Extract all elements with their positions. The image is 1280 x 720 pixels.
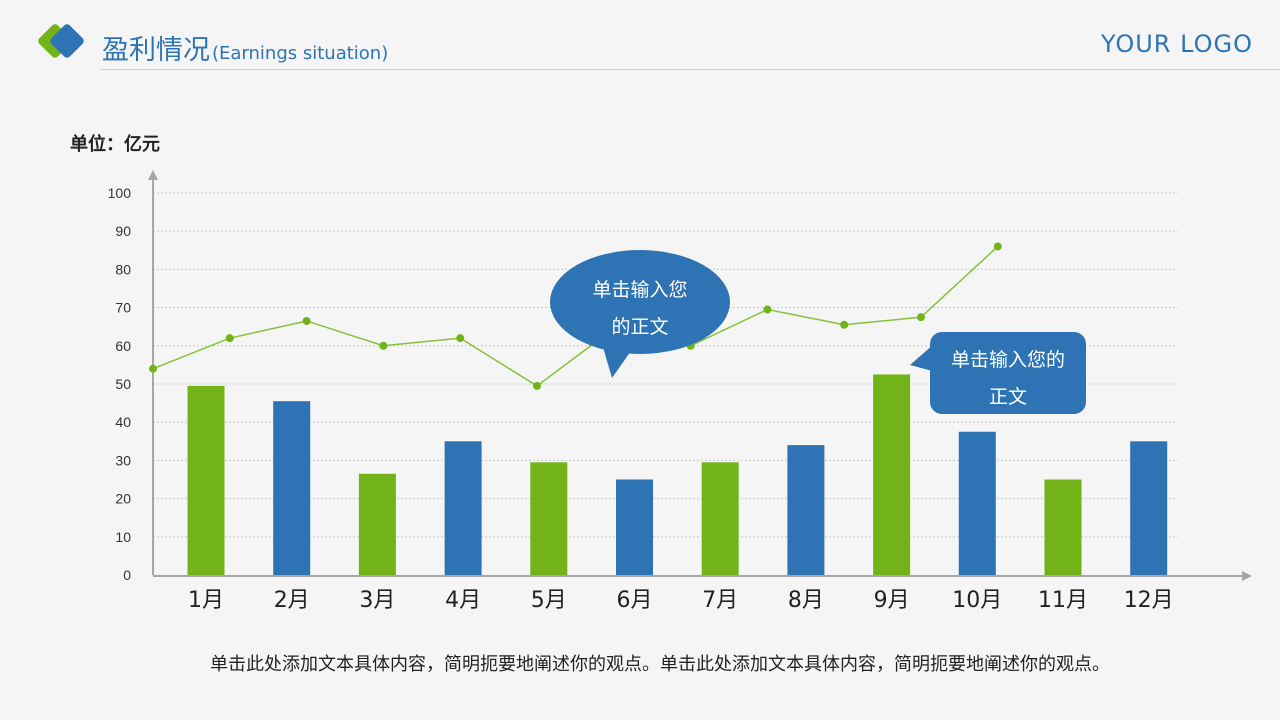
trend-point: [840, 320, 849, 329]
y-tick-label: 50: [115, 376, 131, 392]
bars: [187, 374, 1168, 575]
x-axis-arrow: [1242, 571, 1252, 581]
bar-9月: [873, 374, 911, 575]
y-tick-label: 70: [115, 300, 131, 316]
callout-rect-text: 单击输入您的: [951, 349, 1065, 371]
trend-point: [456, 334, 465, 343]
callout-ellipse-text: 的正文: [611, 316, 668, 338]
callout-rect-text: 正文: [989, 386, 1027, 408]
trend-point: [379, 341, 388, 350]
y-tick-label: 20: [115, 491, 131, 507]
bar-3月: [358, 473, 396, 575]
trend-polyline: [152, 245, 999, 387]
x-tick-label: 6月: [617, 588, 653, 613]
y-tick-labels: 0 10 20 30 40 50 60 70 80 90 100: [108, 185, 132, 583]
axes: [148, 170, 1252, 581]
bar-5月: [530, 462, 568, 575]
trend-point: [149, 364, 157, 373]
bar-7月: [701, 462, 739, 575]
x-tick-label: 10月: [952, 588, 1002, 613]
x-tick-label: 1月: [188, 588, 224, 613]
x-tick-label: 7月: [702, 588, 738, 613]
unit-label: 单位：亿元: [70, 134, 160, 155]
x-tick-label: 12月: [1124, 588, 1174, 613]
logo-diamond-icon: [38, 24, 84, 58]
y-axis-arrow: [148, 170, 158, 180]
trend-point: [302, 316, 311, 325]
callout-ellipse-body: [550, 250, 730, 354]
callout-rect-body: [930, 332, 1086, 414]
header: 盈利情况 (Earnings situation) YOUR LOGO: [0, 0, 1280, 72]
y-tick-label: 40: [115, 414, 131, 430]
bar-11月: [1044, 479, 1082, 575]
y-tick-label: 60: [115, 338, 131, 354]
title-subtitle: (Earnings situation): [212, 43, 389, 64]
bar-4月: [444, 441, 482, 575]
trend-point: [993, 242, 1002, 251]
trend-point: [533, 381, 541, 390]
header-divider: [100, 69, 1280, 70]
y-tick-label: 10: [115, 529, 131, 545]
bar-2月: [273, 401, 311, 575]
y-tick-label: 0: [123, 567, 131, 583]
callout-rect-pointer: [910, 344, 936, 372]
trend-point: [763, 305, 772, 314]
x-tick-label: 4月: [445, 588, 481, 613]
y-tick-label: 90: [115, 223, 131, 239]
y-tick-label: 30: [115, 452, 131, 468]
y-tick-label: 80: [115, 261, 131, 277]
x-tick-labels: 1月 2月 3月 4月 5月 6月 7月 8月 9月 10月 11月 12月: [188, 588, 1174, 613]
page-title: 盈利情况 (Earnings situation): [102, 28, 388, 67]
trend-point: [225, 334, 234, 343]
callout-ellipse-text: 单击输入您: [592, 279, 687, 301]
trend-point: [917, 313, 925, 322]
x-tick-label: 11月: [1038, 588, 1088, 613]
x-tick-label: 9月: [874, 588, 910, 613]
bar-6月: [616, 479, 653, 575]
caption-text: 单击此处添加文本具体内容，简明扼要地阐述你的观点。单击此处添加文本具体内容，简明…: [210, 654, 1110, 675]
x-tick-label: 8月: [788, 588, 824, 613]
bar-1月: [187, 385, 225, 575]
bar-12月: [1130, 441, 1168, 575]
bar-8月: [787, 445, 825, 575]
x-tick-label: 3月: [359, 588, 395, 613]
y-tick-label: 100: [108, 185, 132, 201]
bar-10月: [958, 431, 996, 575]
brand-logo-text: YOUR LOGO: [1100, 30, 1253, 58]
x-tick-label: 5月: [531, 588, 567, 613]
x-tick-label: 2月: [274, 588, 310, 613]
title-main: 盈利情况: [102, 35, 210, 66]
